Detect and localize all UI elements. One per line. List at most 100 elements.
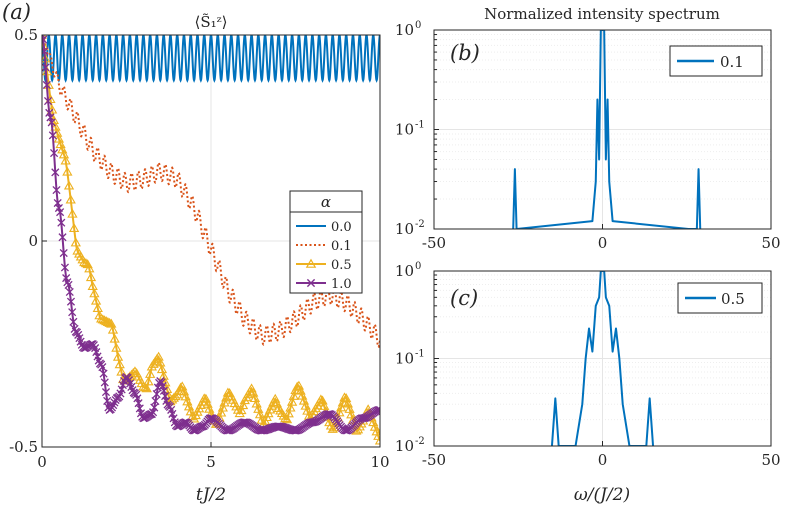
series-line-0.0	[42, 35, 380, 83]
series-marker-1.0	[148, 408, 158, 417]
series-line-0.1	[512, 30, 702, 229]
series-marker-0.5	[50, 121, 61, 131]
series-marker-0.5	[285, 402, 296, 412]
series-marker-0.5	[62, 166, 73, 176]
series-marker-1.0	[59, 248, 68, 258]
series-marker-1.0	[72, 328, 82, 337]
series-marker-1.0	[52, 186, 61, 195]
series-marker-1.0	[374, 405, 380, 415]
legend-marker-0.5	[305, 258, 317, 268]
series-marker-1.0	[60, 263, 69, 272]
legend-label-0.5: 0.5	[331, 258, 352, 273]
panel-a-label: (a)	[2, 0, 31, 24]
series-marker-1.0	[42, 35, 47, 40]
series-marker-0.5	[237, 400, 249, 410]
series-marker-0.5	[106, 318, 117, 328]
panel-c-label: (c)	[450, 286, 478, 310]
series-marker-1.0	[98, 363, 107, 372]
x-tick-label: 10	[370, 453, 389, 471]
x-tick-label: 50	[761, 234, 780, 252]
legend-marker-1.0	[306, 278, 316, 288]
series-marker-1.0	[53, 198, 62, 208]
series-marker-1.0	[152, 389, 161, 399]
series-marker-0.5	[65, 194, 76, 204]
series-marker-0.5	[68, 222, 80, 233]
series-marker-1.0	[325, 409, 334, 419]
series-marker-0.5	[288, 390, 299, 400]
series-marker-0.5	[236, 405, 247, 415]
series-marker-1.0	[51, 168, 60, 177]
y-tick-label: 10	[395, 437, 414, 455]
series-marker-0.5	[58, 149, 70, 159]
series-marker-1.0	[161, 392, 170, 401]
x-tick-label: 5	[206, 453, 216, 471]
panel-b: 10-210-110 0-50 0 50 Normalized intensity s…	[395, 5, 781, 252]
panel-b-series	[512, 30, 702, 229]
legend-label-0.5: 0.5	[721, 290, 745, 308]
panel-a: 0 5 10-0.500.5 (a) ⟨S̃₁ᶻ⟩ tJ/2 α 0.00.10.5…	[2, 0, 390, 505]
series-marker-1.0	[48, 131, 57, 140]
series-marker-0.5	[280, 413, 291, 423]
series-marker-0.5	[292, 381, 303, 391]
legend-label-0.1: 0.1	[720, 53, 744, 71]
legend-label-0.1: 0.1	[331, 239, 352, 254]
series-marker-0.5	[337, 397, 348, 407]
panel-b-legend: 0.1	[669, 45, 763, 77]
series-marker-0.5	[139, 382, 151, 392]
series-marker-0.5	[153, 351, 164, 361]
series-marker-0.5	[339, 392, 350, 402]
panel-c-xlabel: ω/(J/2)	[574, 485, 630, 505]
series-marker-1.0	[150, 403, 159, 412]
series-marker-0.5	[175, 382, 186, 392]
series-marker-1.0	[58, 233, 67, 242]
series-marker-0.5	[143, 376, 154, 386]
series-marker-0.5	[109, 333, 120, 343]
series-marker-0.5	[63, 180, 75, 190]
x-tick-label: -50	[422, 234, 446, 252]
series-marker-0.5	[156, 364, 168, 374]
series-marker-1.0	[133, 394, 142, 403]
panel-b-title: Normalized intensity spectrum	[484, 5, 720, 23]
y-tick-label: 10	[395, 262, 414, 280]
y-tick-exponent: -1	[415, 120, 425, 131]
series-marker-1.0	[50, 149, 59, 158]
series-marker-0.5	[145, 368, 156, 378]
series-marker-1.0	[46, 113, 55, 122]
y-tick-exponent: 0	[415, 261, 421, 272]
series-marker-0.5	[286, 396, 298, 406]
series-marker-0.5	[90, 295, 102, 305]
panel-b-label: (b)	[450, 41, 480, 65]
x-tick-label: 0	[37, 453, 47, 471]
panel-c-series	[550, 271, 655, 446]
series-marker-1.0	[151, 397, 160, 406]
series-marker-0.5	[84, 263, 95, 273]
series-line-0.1	[42, 35, 380, 349]
series-marker-1.0	[158, 381, 167, 391]
series-marker-1.0	[109, 400, 118, 410]
y-tick-label: 10	[395, 220, 414, 238]
y-tick-exponent: -2	[415, 436, 425, 447]
series-marker-1.0	[153, 383, 162, 392]
series-marker-1.0	[107, 403, 117, 412]
series-marker-1.0	[57, 218, 66, 227]
panel-a-title: ⟨S̃₁ᶻ⟩	[195, 13, 228, 31]
series-marker-1.0	[97, 360, 106, 369]
series-marker-1.0	[69, 317, 78, 326]
series-marker-0.5	[85, 272, 97, 282]
y-tick-label: 10	[395, 350, 414, 368]
series-marker-1.0	[64, 280, 73, 289]
series-marker-0.5	[46, 104, 58, 114]
y-tick-exponent: 0	[415, 20, 421, 31]
series-marker-0.5	[283, 408, 294, 418]
series-marker-0.5	[155, 357, 166, 367]
y-tick-label: -0.5	[9, 438, 38, 456]
panel-c-legend: 0.5	[677, 282, 763, 314]
series-marker-0.5	[104, 317, 115, 327]
series-marker-0.5	[374, 435, 380, 445]
series-marker-0.5	[334, 407, 345, 417]
series-marker-0.5	[87, 281, 98, 291]
x-tick-label: 0	[598, 451, 608, 469]
series-marker-1.0	[42, 35, 48, 44]
series-marker-0.5	[141, 383, 152, 393]
series-marker-0.5	[281, 414, 293, 424]
